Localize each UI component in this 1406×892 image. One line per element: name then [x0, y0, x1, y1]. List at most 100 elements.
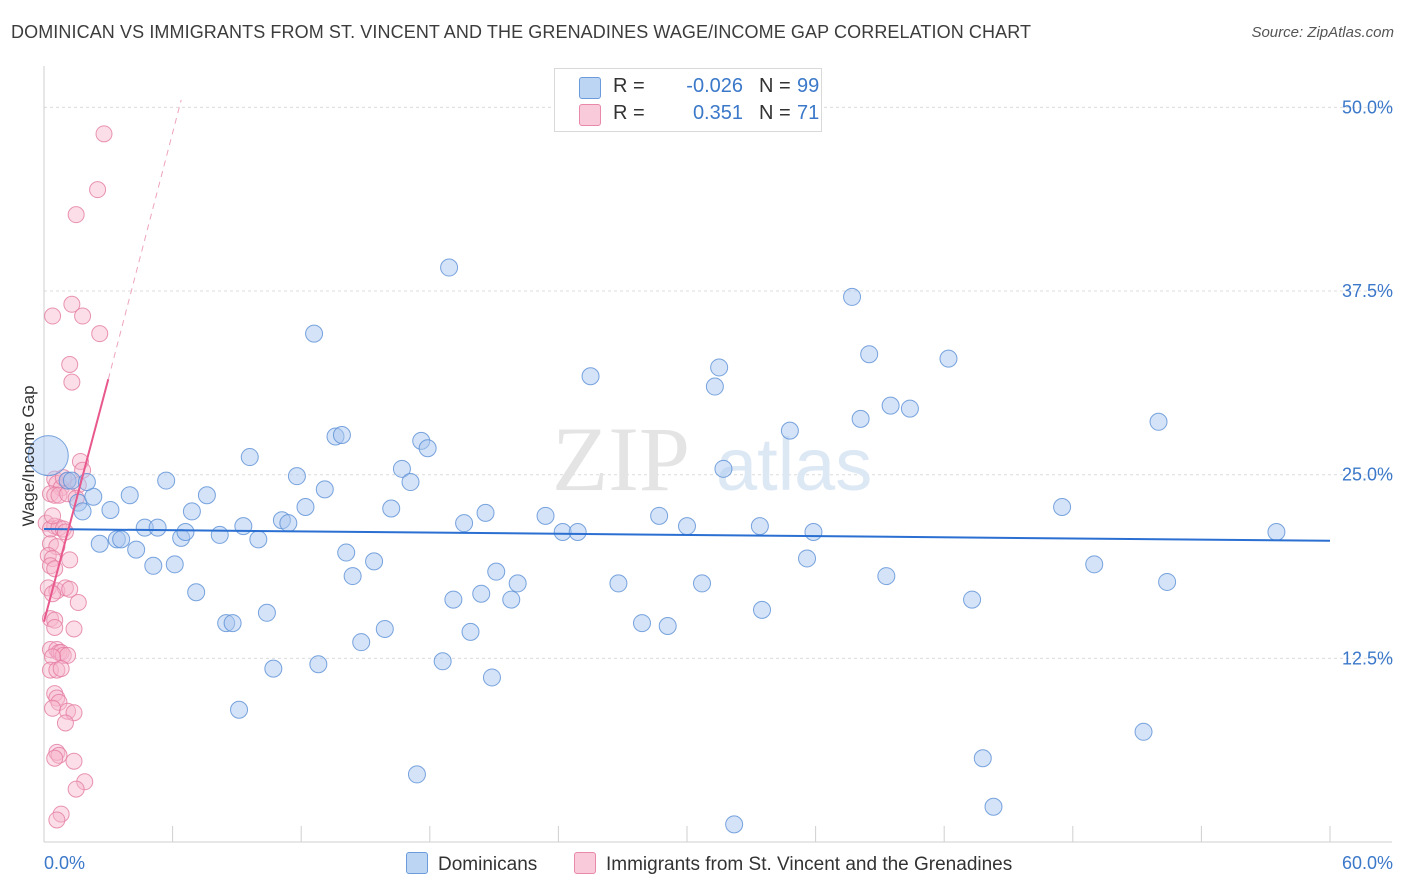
data-point-dominicans [352, 633, 371, 652]
data-point-dominicans [780, 421, 799, 440]
data-point-immigrants [61, 580, 79, 598]
legend-n-label: N = [759, 75, 791, 97]
data-point-dominicans [230, 700, 249, 719]
watermark-zip: ZIP [552, 408, 690, 510]
data-point-immigrants [50, 486, 68, 504]
data-point-immigrants [67, 206, 85, 224]
data-point-dominicans [440, 258, 459, 277]
y-axis-label: Wage/Income Gap [19, 385, 38, 526]
data-point-dominicans [127, 540, 146, 559]
data-point-dominicans [632, 614, 651, 633]
data-point-dominicans [62, 471, 81, 490]
data-point-dominicans [90, 534, 109, 553]
legend-n-value: 71 [797, 102, 820, 124]
data-point-dominicans [476, 503, 495, 522]
data-point-dominicans [581, 367, 600, 386]
data-point-dominicans [843, 287, 862, 306]
data-point-immigrants [46, 611, 64, 629]
bottom-legend-dominicans: Dominicans [406, 852, 537, 876]
bottom-legend-swatch-blue [406, 852, 428, 874]
bottom-legend-label: Immigrants from St. Vincent and the Gren… [606, 854, 1013, 875]
data-point-dominicans [1134, 722, 1153, 741]
data-point-dominicans [881, 396, 900, 415]
legend-n-value: 99 [797, 75, 820, 97]
data-point-dominicans [223, 614, 242, 633]
watermark: ZIP atlas [552, 408, 872, 510]
data-point-immigrants [63, 295, 81, 313]
data-point-immigrants [48, 689, 66, 707]
data-point-dominicans [963, 590, 982, 609]
data-point-dominicans [973, 749, 992, 768]
data-point-dominicans [568, 522, 587, 541]
legend-r-label: R = [613, 102, 645, 124]
data-point-dominicans [176, 522, 195, 541]
data-point-dominicans [508, 574, 527, 593]
data-point-dominicans [705, 377, 724, 396]
data-point-dominicans [382, 499, 401, 518]
legend-n-label: N = [759, 102, 791, 124]
x-tick-label-end: 60.0% [1342, 853, 1393, 873]
data-point-dominicans [73, 502, 92, 521]
data-point-immigrants [56, 714, 74, 732]
data-point-dominicans [332, 426, 351, 445]
data-point-dominicans [798, 549, 817, 568]
data-point-dominicans [984, 797, 1003, 816]
grid [44, 106, 1392, 659]
legend-swatch-pink [579, 104, 601, 126]
data-point-dominicans [187, 583, 206, 602]
data-point-dominicans [804, 522, 823, 541]
correlation-legend: R = -0.026 N = 99 R = 0.351 N = 71 [554, 68, 822, 132]
legend-r-label: R = [613, 75, 645, 97]
data-point-immigrants [44, 648, 62, 666]
data-point-immigrants [46, 486, 64, 504]
data-point-immigrants [89, 181, 107, 199]
data-point-dominicans [678, 517, 696, 536]
data-point-dominicans [315, 480, 334, 499]
data-point-dominicans [165, 555, 184, 574]
data-point-dominicans [264, 659, 283, 678]
chart-title: DOMINICAN VS IMMIGRANTS FROM ST. VINCENT… [11, 22, 1032, 42]
data-point-dominicans [482, 668, 501, 687]
data-point-dominicans [1085, 555, 1104, 574]
trend-line-immigrants [43, 378, 110, 622]
data-point-immigrants [54, 646, 72, 664]
data-point-dominicans [536, 506, 555, 525]
bottom-legend-label: Dominicans [438, 854, 538, 875]
data-point-dominicans [487, 562, 506, 581]
data-point-dominicans [851, 409, 870, 428]
data-point-immigrants [46, 749, 64, 767]
data-point-immigrants [91, 325, 109, 343]
data-point-dominicans [1267, 522, 1286, 541]
data-point-dominicans [148, 518, 167, 537]
data-point-immigrants [76, 773, 94, 791]
data-point-immigrants [44, 699, 62, 717]
y-tick-label: 12.5% [1342, 648, 1393, 668]
data-point-dominicans [401, 473, 420, 492]
data-point-dominicans [553, 522, 572, 541]
y-tick-label: 37.5% [1342, 281, 1393, 301]
data-point-dominicans [939, 349, 958, 368]
data-point-dominicans [418, 439, 437, 458]
data-point-immigrants [67, 780, 85, 798]
data-point-immigrants [63, 373, 81, 391]
data-point-dominicans [375, 619, 394, 638]
data-point-dominicans [1158, 572, 1177, 591]
data-point-dominicans [1053, 498, 1072, 517]
data-point-dominicans [714, 459, 733, 478]
data-point-immigrants [48, 811, 66, 829]
data-point-dominicans [305, 324, 324, 343]
data-point-dominicans [725, 815, 744, 834]
data-point-dominicans [101, 500, 120, 519]
x-tick-label-start: 0.0% [44, 853, 85, 873]
data-point-dominicans [750, 517, 769, 536]
data-point-dominicans [27, 435, 69, 477]
tick-labels: 12.5% 25.0% 37.5% 50.0% 0.0% 60.0% [44, 97, 1393, 873]
data-point-immigrants [44, 307, 62, 325]
data-point-immigrants [44, 507, 62, 525]
data-point-immigrants [65, 752, 83, 770]
data-point-dominicans [343, 567, 362, 586]
data-point-immigrants [65, 620, 83, 638]
data-point-immigrants [52, 660, 70, 678]
y-tick-label: 50.0% [1342, 97, 1393, 117]
